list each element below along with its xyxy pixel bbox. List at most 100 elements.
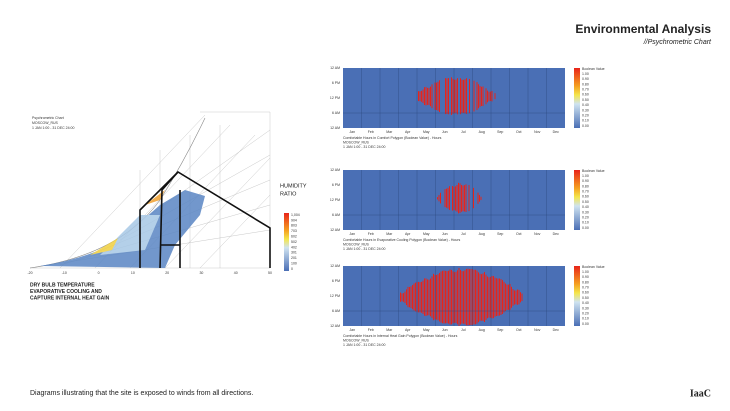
comfort-hours <box>490 91 491 102</box>
comfort-hours <box>460 78 461 115</box>
comfort-hours <box>473 80 475 112</box>
comfort-hours <box>409 286 410 308</box>
comfort-hours <box>445 78 446 115</box>
legend-label: 0.60 <box>582 195 589 199</box>
comfort-hours <box>437 81 439 111</box>
psy-legend-label: 703 <box>291 229 297 233</box>
legend-label: 0.10 <box>582 317 589 321</box>
psy-legend-label: 502 <box>291 240 297 244</box>
legend-bar <box>574 170 580 230</box>
month-label: Aug <box>479 130 485 134</box>
comfort-hours <box>493 275 494 319</box>
legend-label: 0.00 <box>582 322 589 326</box>
legend-label: 0.30 <box>582 108 589 112</box>
comfort-hours <box>461 271 463 324</box>
legend-label: 0.20 <box>582 216 589 220</box>
comfort-hours <box>446 78 448 114</box>
comfort-hours <box>460 269 461 325</box>
comfort-hours <box>481 86 482 107</box>
comfort-hours <box>412 285 413 310</box>
psy-legend-label: 0 <box>291 267 293 271</box>
month-label: Sep <box>497 232 503 236</box>
comfort-hours <box>446 271 448 324</box>
month-label: Dec <box>553 328 559 332</box>
comfort-hours <box>515 290 517 305</box>
comfort-hours <box>446 188 447 208</box>
legend-label: 0.90 <box>582 275 589 279</box>
comfort-hours <box>512 289 514 306</box>
psy-legend-bar <box>284 213 289 271</box>
x-tick-label: 0 <box>98 271 100 275</box>
comfort-hours <box>494 93 496 100</box>
legend-label: 1.00 <box>582 72 589 76</box>
comfort-hours <box>400 292 401 302</box>
month-label: Oct <box>516 130 521 134</box>
comfort-hours <box>502 280 503 314</box>
psy-legend-label: 402 <box>291 245 297 249</box>
psy-legend-label: 301 <box>291 251 297 255</box>
hour-label: 12 AM <box>330 168 340 172</box>
comfort-hours <box>421 90 422 102</box>
month-label: Apr <box>405 130 411 134</box>
x-tick-label: 20 <box>165 271 169 275</box>
month-label: Jan <box>349 232 355 236</box>
comfort-hours <box>436 82 437 110</box>
comfort-hours <box>485 88 487 105</box>
comfort-hours <box>448 78 449 115</box>
comfort-hours <box>500 279 502 315</box>
hour-label: 12 AM <box>330 324 340 328</box>
heatmap-caption: Comfortable Hours in Internal Heat Gain … <box>343 334 458 338</box>
comfort-hours <box>490 276 491 318</box>
comfort-hours <box>418 91 419 102</box>
comfort-hours <box>428 279 430 316</box>
comfort-hours <box>452 78 454 114</box>
hour-label: 12 AM <box>330 228 340 232</box>
month-label: Oct <box>516 232 521 236</box>
comfort-hours <box>463 271 464 324</box>
comfort-hours <box>503 281 505 313</box>
comfort-hours <box>476 270 478 324</box>
month-label: Sep <box>497 328 503 332</box>
comfort-hours <box>433 273 434 321</box>
comfort-hours <box>437 197 438 200</box>
month-label: Jan <box>349 130 355 134</box>
hour-label: 12 PM <box>330 198 340 202</box>
comfort-hours <box>410 286 412 308</box>
legend-label: 0.70 <box>582 190 589 194</box>
comfort-hours <box>454 79 455 114</box>
legend-label: 0.50 <box>582 200 589 204</box>
legend-label: 0.50 <box>582 296 589 300</box>
legend-label: 0.70 <box>582 286 589 290</box>
legend-label: 0.70 <box>582 88 589 92</box>
x-tick-label: -10 <box>62 271 67 275</box>
legend-label: 0.80 <box>582 280 589 284</box>
comfort-hours <box>445 270 446 324</box>
month-label: Apr <box>405 328 411 332</box>
comfort-hours <box>456 184 458 212</box>
comfort-hours <box>464 185 465 212</box>
comfort-hours <box>449 269 451 325</box>
x-tick-label: 40 <box>234 271 238 275</box>
comfort-hours <box>419 91 421 102</box>
legend-label: 0.10 <box>582 221 589 225</box>
comfort-hours <box>425 86 427 106</box>
comfort-hours <box>488 277 490 318</box>
month-label: Mar <box>386 232 393 236</box>
month-label: Nov <box>534 232 540 236</box>
psy-legend-label: 602 <box>291 235 297 239</box>
hour-label: 6 AM <box>332 213 340 217</box>
comfort-hours <box>508 284 509 310</box>
comfort-hours <box>466 268 467 326</box>
month-label: Nov <box>534 328 540 332</box>
comfort-hours <box>520 292 521 303</box>
month-label: Jun <box>442 328 448 332</box>
month-label: Aug <box>479 232 485 236</box>
comfort-hours <box>494 277 496 317</box>
comfort-hours <box>485 274 487 320</box>
comfort-hours <box>452 186 453 211</box>
legend-label: 0.50 <box>582 98 589 102</box>
legend-title: Boolean Value <box>582 265 605 269</box>
x-label: EVAPORATIVE COOLING AND <box>30 289 102 295</box>
x-tick-label: -20 <box>27 271 32 275</box>
